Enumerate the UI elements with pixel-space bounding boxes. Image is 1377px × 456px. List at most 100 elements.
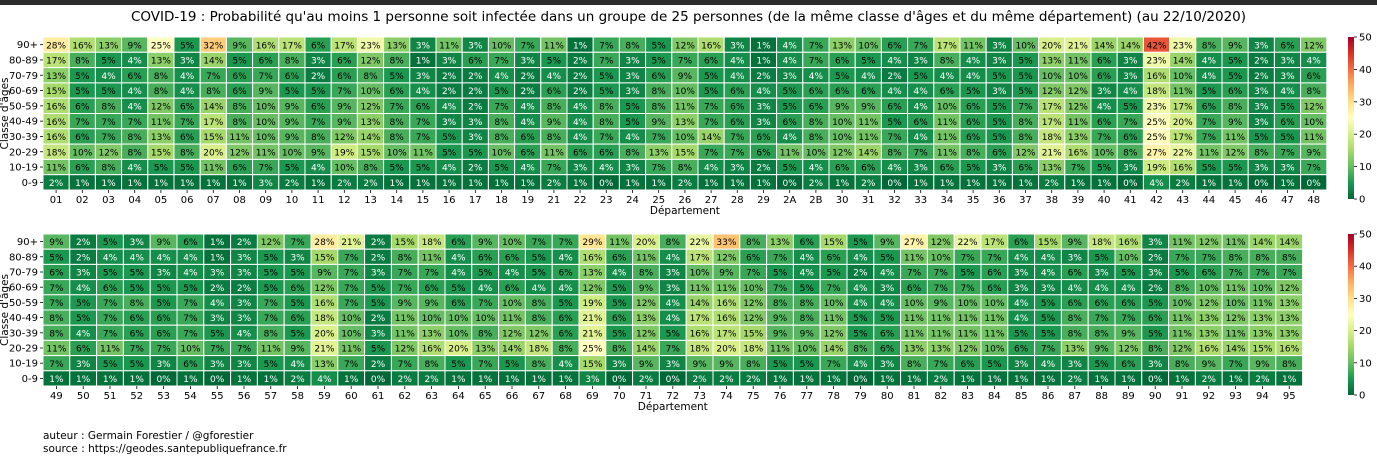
cell-value-label: 5% xyxy=(599,72,614,82)
cell-value-label: 9% xyxy=(639,284,654,294)
cell-value-label: 11% xyxy=(1172,238,1192,248)
x-tick-label: 74 xyxy=(720,391,733,402)
cell-value-label: 3% xyxy=(1068,360,1083,370)
y-tick-label: 60-69 xyxy=(9,86,38,97)
x-tick-label: 62 xyxy=(398,391,411,402)
cell-value-label: 17% xyxy=(690,314,710,324)
cell-value-label: 3% xyxy=(992,164,1007,174)
cell-value-label: 1% xyxy=(1228,179,1243,189)
y-tick-label: 70-79 xyxy=(9,268,38,279)
cell-value-label: 11% xyxy=(1226,329,1246,339)
cell-value-label: 6% xyxy=(451,299,466,309)
cell-value-label: 6% xyxy=(1307,72,1322,82)
cell-value-label: 4% xyxy=(451,269,466,279)
x-tick-label: 36 xyxy=(993,195,1006,206)
cell-value-label: 6% xyxy=(1228,87,1243,97)
x-tick-label: 48 xyxy=(1307,195,1320,206)
y-tick-label: 40-49 xyxy=(9,313,38,324)
cell-value-label: 10% xyxy=(1226,299,1246,309)
cell-value-label: 3% xyxy=(625,57,640,67)
cell-value-label: 2% xyxy=(1176,179,1191,189)
cell-value-label: 7% xyxy=(652,133,667,143)
cell-value-label: 5% xyxy=(800,284,815,294)
cell-value-label: 5% xyxy=(1121,269,1136,279)
cell-value-label: 6% xyxy=(180,102,195,112)
cell-value-label: 10% xyxy=(931,253,951,263)
cell-value-label: 1% xyxy=(1094,375,1109,385)
cell-value-label: 7% xyxy=(101,133,116,143)
cell-value-label: 32% xyxy=(203,41,223,51)
cell-value-label: 6% xyxy=(809,87,824,97)
cell-value-label: 14% xyxy=(858,148,878,158)
cell-value-label: 5% xyxy=(625,102,640,112)
cell-value-label: 6% xyxy=(835,164,850,174)
y-tick-label: 10-19 xyxy=(9,163,38,174)
cell-value-label: 9% xyxy=(773,314,788,324)
cell-value-label: 5% xyxy=(442,148,457,158)
cell-value-label: 3% xyxy=(259,179,274,189)
cell-value-label: 11% xyxy=(502,314,522,324)
cell-value-label: 8% xyxy=(49,329,64,339)
cell-value-label: 2% xyxy=(853,269,868,279)
cell-value-label: 6% xyxy=(861,87,876,97)
cell-value-label: 5% xyxy=(783,164,798,174)
y-axis-label: Classe d'âges xyxy=(0,274,11,346)
cell-value-label: 13% xyxy=(1252,329,1272,339)
cell-value-label: 3% xyxy=(625,164,640,174)
cell-value-label: 20% xyxy=(636,238,656,248)
cell-value-label: 11% xyxy=(413,148,433,158)
cell-value-label: 3% xyxy=(237,360,252,370)
cell-value-label: 9% xyxy=(1202,360,1217,370)
cell-value-label: 4% xyxy=(76,329,91,339)
cell-value-label: 3% xyxy=(416,72,431,82)
cell-value-label: 7% xyxy=(1094,314,1109,324)
cell-value-label: 22% xyxy=(690,238,710,248)
page-title: COVID-19 : Probabilité qu'au moins 1 per… xyxy=(130,9,1247,25)
cell-value-label: 4% xyxy=(442,164,457,174)
cell-value-label: 2% xyxy=(442,72,457,82)
cell-value-label: 9% xyxy=(285,133,300,143)
cell-value-label: 10% xyxy=(797,345,817,355)
y-tick-label: 20-29 xyxy=(9,344,38,355)
cell-value-label: 5% xyxy=(76,314,91,324)
cell-value-label: 1% xyxy=(103,375,118,385)
x-tick-label: 30 xyxy=(836,195,849,206)
cell-value-label: 4% xyxy=(317,375,332,385)
cell-value-label: 16% xyxy=(690,329,710,339)
y-tick-label: 80-89 xyxy=(9,252,38,263)
cell-value-label: 6% xyxy=(1280,118,1295,128)
cell-value-label: 5% xyxy=(103,360,118,370)
cell-value-label: 8% xyxy=(128,133,143,143)
cell-value-label: 3% xyxy=(992,57,1007,67)
cell-value-label: 2% xyxy=(424,375,439,385)
cell-value-label: 7% xyxy=(730,133,745,143)
x-axis-label: Département xyxy=(650,205,720,217)
cell-value-label: 4% xyxy=(573,118,588,128)
cell-value-label: 7% xyxy=(1018,102,1033,112)
cell-value-label: 10% xyxy=(984,345,1004,355)
cell-value-label: 10% xyxy=(743,284,763,294)
cell-value-label: 6% xyxy=(966,102,981,112)
cell-value-label: 6% xyxy=(1014,345,1029,355)
x-tick-label: 56 xyxy=(238,391,251,402)
cell-value-label: 6% xyxy=(311,102,326,112)
cell-value-label: 4% xyxy=(521,118,536,128)
cell-value-label: 1% xyxy=(573,41,588,51)
cell-value-label: 13% xyxy=(151,57,171,67)
cell-value-label: 11% xyxy=(1252,299,1272,309)
cell-value-label: 6% xyxy=(756,133,771,143)
cell-value-label: 7% xyxy=(887,133,902,143)
cell-value-label: 4% xyxy=(625,133,640,143)
cell-value-label: 10% xyxy=(1118,253,1138,263)
cell-value-label: 3% xyxy=(237,314,252,324)
cell-value-label: 4% xyxy=(128,57,143,67)
x-tick-label: 83 xyxy=(961,391,974,402)
cell-value-label: 5% xyxy=(371,299,386,309)
cell-value-label: 4% xyxy=(521,102,536,112)
cell-value-label: 13% xyxy=(1199,314,1219,324)
cell-value-label: 14% xyxy=(203,57,223,67)
cell-value-label: 12% xyxy=(636,299,656,309)
cell-value-label: 6% xyxy=(1068,299,1083,309)
cell-value-label: 6% xyxy=(1202,269,1217,279)
cell-value-label: 5% xyxy=(478,269,493,279)
